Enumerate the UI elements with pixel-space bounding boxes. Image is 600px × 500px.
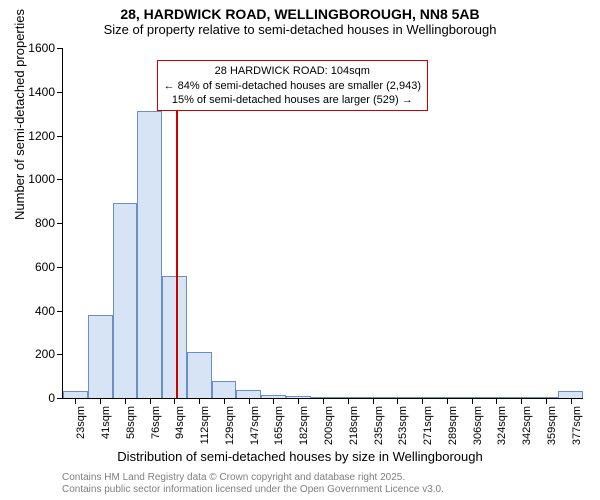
y-axis-title: Number of semi-detached properties [12,9,27,220]
y-tick-label: 1200 [28,129,55,143]
x-tick-label: 147sqm [249,406,261,445]
y-tick-label: 1400 [28,85,55,99]
x-tick [472,398,473,404]
annotation-line: ← 84% of semi-detached houses are smalle… [164,79,421,93]
x-tick-label: 306sqm [472,406,484,445]
x-tick-label: 359sqm [546,406,558,445]
histogram-bar [236,390,261,398]
x-tick [199,398,200,404]
y-tick [57,267,63,268]
property-marker-line [176,76,178,398]
x-tick-label: 129sqm [224,406,236,445]
histogram-bar [137,111,162,398]
y-tick [57,48,63,49]
plot-area: 0200400600800100012001400160023sqm41sqm5… [62,48,583,399]
y-tick [57,136,63,137]
y-tick [57,179,63,180]
x-tick [571,398,572,404]
x-tick [298,398,299,404]
y-tick-label: 600 [35,260,55,274]
x-tick [150,398,151,404]
x-tick [546,398,547,404]
x-tick-label: 94sqm [174,406,186,439]
x-tick-label: 165sqm [273,406,285,445]
chart-container: 28, HARDWICK ROAD, WELLINGBOROUGH, NN8 5… [0,0,600,500]
footer-line-1: Contains HM Land Registry data © Crown c… [62,472,444,484]
x-tick-label: 41sqm [100,406,112,439]
x-tick-label: 23sqm [75,406,87,439]
histogram-bar [88,315,113,398]
y-tick-label: 0 [48,391,55,405]
annotation-line: 15% of semi-detached houses are larger (… [164,93,421,107]
x-tick [273,398,274,404]
x-tick [348,398,349,404]
y-tick-label: 800 [35,216,55,230]
x-tick-label: 182sqm [298,406,310,445]
x-tick-label: 58sqm [125,406,137,439]
y-tick [57,223,63,224]
histogram-bar [113,203,138,398]
chart-title: 28, HARDWICK ROAD, WELLINGBOROUGH, NN8 5… [0,0,600,22]
x-tick [397,398,398,404]
x-tick-label: 271sqm [422,406,434,445]
x-tick [174,398,175,404]
y-tick [57,311,63,312]
x-tick [447,398,448,404]
y-tick-label: 1000 [28,172,55,186]
x-tick-label: 200sqm [323,406,335,445]
y-tick-label: 200 [35,347,55,361]
histogram-bar [187,352,212,398]
x-axis-title: Distribution of semi-detached houses by … [0,449,600,464]
x-tick-label: 289sqm [447,406,459,445]
y-tick-label: 1600 [28,41,55,55]
x-tick-label: 342sqm [521,406,533,445]
x-tick-label: 253sqm [397,406,409,445]
y-tick-label: 400 [35,304,55,318]
x-tick-label: 235sqm [373,406,385,445]
footer-line-2: Contains public sector information licen… [62,484,444,496]
y-tick [57,398,63,399]
x-tick-label: 112sqm [199,406,211,444]
x-tick [422,398,423,404]
footer-text: Contains HM Land Registry data © Crown c… [62,472,444,496]
x-tick [249,398,250,404]
y-tick [57,92,63,93]
x-tick [75,398,76,404]
x-tick [373,398,374,404]
x-tick [323,398,324,404]
histogram-bar [212,381,237,399]
x-tick [100,398,101,404]
x-tick-label: 324sqm [496,406,508,445]
annotation-box: 28 HARDWICK ROAD: 104sqm← 84% of semi-de… [157,60,428,111]
x-tick-label: 377sqm [571,406,583,445]
x-tick-label: 218sqm [348,406,360,445]
chart-subtitle: Size of property relative to semi-detach… [0,22,600,41]
x-tick [496,398,497,404]
y-tick [57,354,63,355]
x-tick [521,398,522,404]
annotation-line: 28 HARDWICK ROAD: 104sqm [164,64,421,78]
histogram-bar [162,276,187,399]
x-tick-label: 76sqm [150,406,162,439]
x-tick [224,398,225,404]
x-tick [125,398,126,404]
